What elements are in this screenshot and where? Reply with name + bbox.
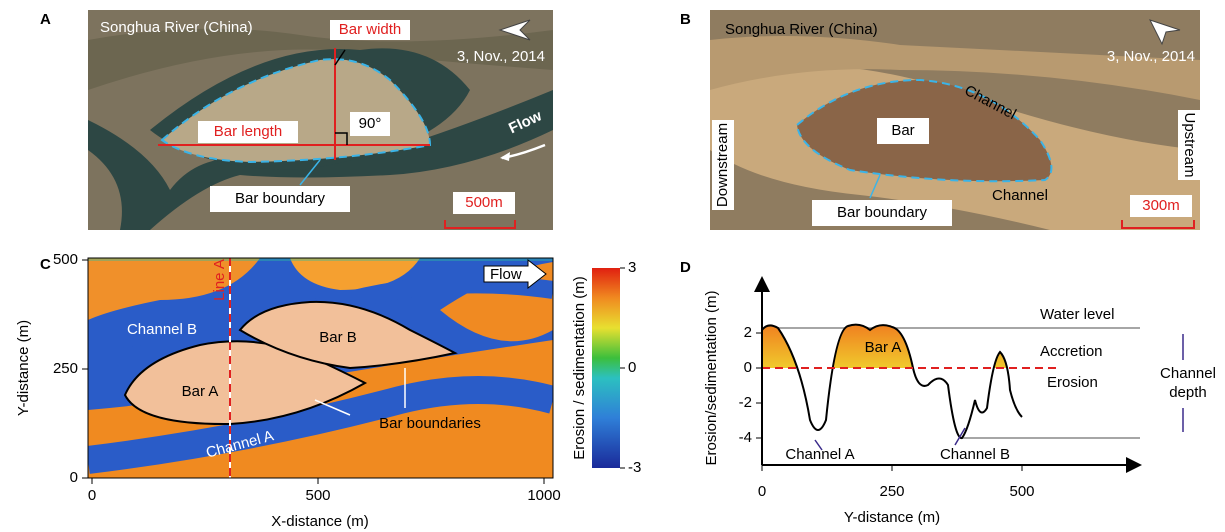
y-tick-label: 0 <box>70 469 78 486</box>
scale-bar <box>444 220 516 229</box>
y-axis-label: Erosion/sedimentation (m) <box>703 290 720 465</box>
plot-frame <box>87 257 554 479</box>
pointer <box>299 159 321 186</box>
north-arrow <box>498 19 531 41</box>
bar-b-outline <box>238 300 458 370</box>
label-box <box>198 121 298 143</box>
date-label: 3, Nov., 2014 <box>457 48 545 65</box>
depth-label: depth <box>1169 384 1207 401</box>
y-tick-label: 0 <box>744 359 752 376</box>
panel-b: B Songhua River (China) 3, Nov., 2014 Ch… <box>680 10 1200 231</box>
colorbar-label: Erosion / sedimentation (m) <box>571 276 588 459</box>
y-tick-label: 250 <box>53 360 78 377</box>
y-axis-label: Y-distance (m) <box>15 320 32 416</box>
y-tick-label: 500 <box>53 251 78 268</box>
river <box>710 36 1200 100</box>
downstream-label: Downstream <box>714 123 731 207</box>
label-box <box>210 186 350 212</box>
upstream-label: Upstream <box>1181 112 1198 177</box>
panel-d: D Water level Bar A Accretion Erosion Ch… <box>680 259 1216 526</box>
bar-label: Bar <box>891 122 914 139</box>
label-box <box>453 192 515 214</box>
bar-length-label: Bar length <box>214 123 282 140</box>
scale-label: 500m <box>465 194 503 211</box>
flow-arrowhead <box>500 152 510 161</box>
panel-label: C <box>40 256 51 273</box>
y-tick-label: -4 <box>739 429 752 446</box>
channel-label: Channel B <box>127 321 197 338</box>
angle-label: 90° <box>359 115 382 132</box>
x-axis-label: X-distance (m) <box>271 513 369 530</box>
panel-a: A Songhua River (China) Bar width 3, Nov… <box>40 10 553 230</box>
place-label: Songhua River (China) <box>725 21 878 38</box>
scale-label: 300m <box>1142 197 1180 214</box>
bar-a-outline <box>123 340 368 426</box>
label-box <box>350 112 390 136</box>
x-axis-label: Y-distance (m) <box>844 509 940 526</box>
accretion-area <box>762 324 1022 368</box>
pointer <box>314 399 351 416</box>
bar-label: Bar B <box>319 329 357 346</box>
terrain <box>88 28 553 91</box>
north-arrow <box>1149 19 1181 46</box>
boundaries-label: Bar boundaries <box>379 415 481 432</box>
flow-arrow <box>483 258 547 290</box>
pointer <box>869 174 881 199</box>
y-axis-arrow <box>754 276 770 292</box>
date-label: 3, Nov., 2014 <box>1107 48 1195 65</box>
place-label: Songhua River (China) <box>100 19 253 36</box>
x-tick-label: 500 <box>305 487 330 504</box>
bar-boundary-label: Bar boundary <box>837 204 928 221</box>
colorbar-tick-label: 0 <box>628 359 636 376</box>
bar-width-label: Bar width <box>339 21 402 38</box>
accretion-label: Accretion <box>1040 343 1103 360</box>
y-tick-label: -2 <box>739 394 752 411</box>
profile-line <box>761 323 1023 439</box>
label-box <box>812 200 952 226</box>
label-box <box>1178 110 1200 180</box>
channel-label: Channel <box>992 187 1048 204</box>
label-box <box>330 20 410 40</box>
channel-label: Channel B <box>940 446 1010 463</box>
y-tick-label: 2 <box>744 324 752 341</box>
flow-label: Flow <box>490 266 522 283</box>
pointer <box>814 439 823 451</box>
panel-label: B <box>680 11 691 28</box>
bar-label: Bar A <box>865 339 902 356</box>
water-level-label: Water level <box>1040 306 1114 323</box>
colorbar <box>592 268 620 468</box>
erosion-label: Erosion <box>1047 374 1098 391</box>
right-angle <box>335 132 348 145</box>
line-label: Line A <box>211 259 228 301</box>
scale-bar <box>1121 220 1195 229</box>
label-box <box>1130 195 1192 217</box>
x-tick-label: 1000 <box>527 487 560 504</box>
x-axis-arrow <box>1126 457 1142 473</box>
panel-label: A <box>40 11 51 28</box>
bar-label: Bar A <box>182 383 219 400</box>
panel-c: C Line A Flow Channel B Bar B Bar A Bar … <box>15 256 620 530</box>
colorbar-tick-label: -3 <box>628 459 641 476</box>
label-box <box>877 118 929 144</box>
depth-label: Channel <box>1160 365 1216 382</box>
x-tick-label: 0 <box>758 483 766 500</box>
colorbar-tick-label: 3 <box>628 259 636 276</box>
x-tick-label: 500 <box>1009 483 1034 500</box>
pointer <box>954 427 966 446</box>
panel-label: D <box>680 259 691 276</box>
label-box <box>712 120 734 210</box>
x-tick-label: 0 <box>88 487 96 504</box>
channel-label: Channel A <box>785 446 854 463</box>
bar-boundary-label: Bar boundary <box>235 190 326 207</box>
pointer <box>334 49 346 66</box>
x-tick-label: 250 <box>879 483 904 500</box>
